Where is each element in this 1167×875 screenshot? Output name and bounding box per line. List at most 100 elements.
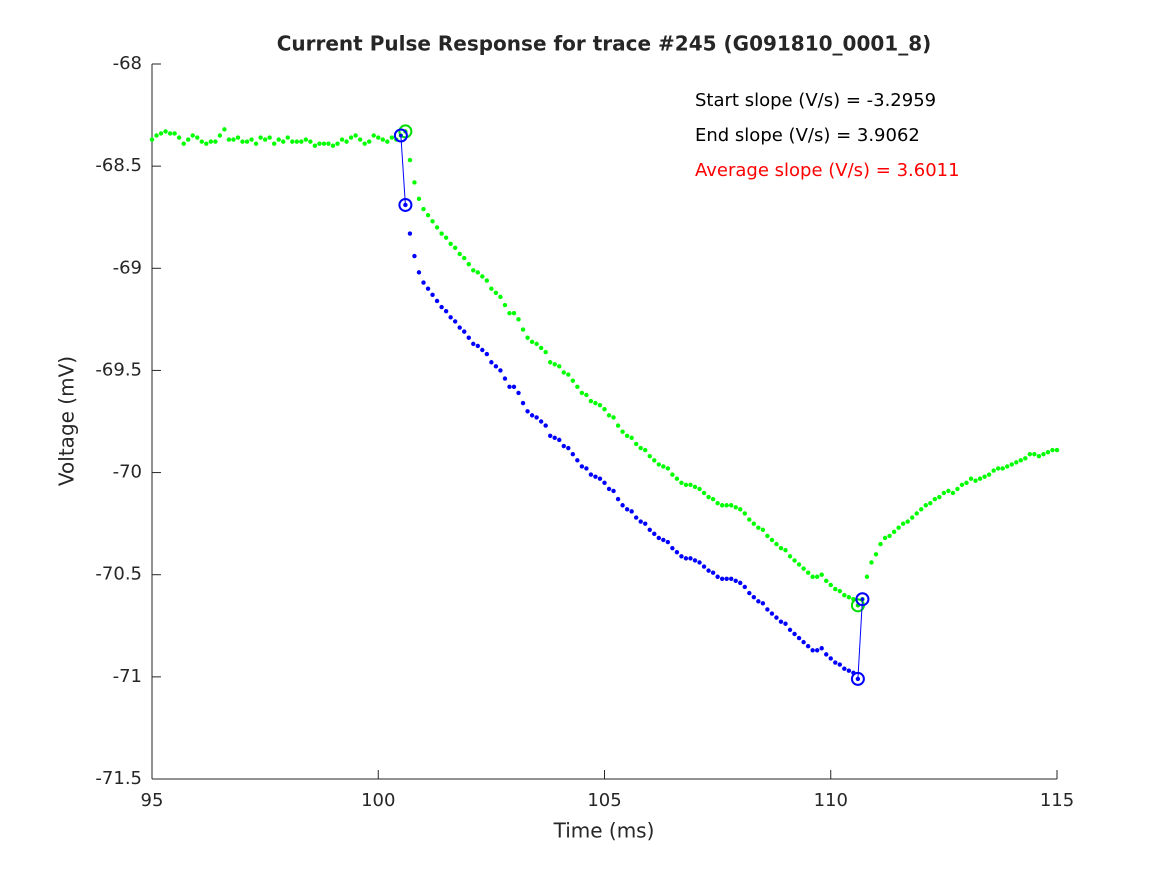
data-point [824,578,829,584]
data-point [439,304,444,310]
data-point [511,384,517,389]
data-point [452,245,458,251]
data-point [706,494,711,500]
data-point [1027,451,1033,457]
data-point [335,141,340,146]
data-point [733,505,738,510]
data-point [674,476,680,481]
data-point [498,368,503,373]
data-point [656,535,661,541]
data-point [652,531,657,537]
data-point [792,631,797,637]
data-point [629,509,634,514]
data-point [792,558,797,563]
data-point [267,135,272,140]
data-point [529,339,535,345]
data-point [529,413,535,418]
data-point [864,574,870,579]
data-point [149,137,155,142]
data-point [520,400,526,406]
data-point [475,270,480,275]
data-point [624,507,630,512]
data-point [593,400,598,406]
data-point [624,433,630,438]
data-point [204,141,209,146]
data-point [538,419,544,424]
data-point [557,364,562,369]
annotation: Average slope (V/s) = 3.6011 [695,160,960,181]
data-point [756,599,761,604]
data-point [471,268,476,273]
marker-circle [393,128,408,143]
data-point [457,325,462,330]
data-point [760,527,766,532]
data-point [652,458,657,463]
data-point [570,451,576,457]
marker-dot [860,597,865,602]
data-point [312,143,318,148]
data-point [683,482,689,488]
data-point [344,139,349,144]
data-point [986,472,992,477]
data-point [493,290,499,295]
data-point [896,525,901,530]
data-point [258,135,263,140]
data-point [928,501,933,506]
data-point [525,335,530,340]
data-point [471,341,476,347]
data-point [819,572,824,577]
data-point [317,141,322,146]
data-point [1023,456,1028,461]
data-point [534,415,539,420]
data-point [606,413,612,418]
data-point [434,225,440,230]
data-point [597,402,603,408]
data-point [692,558,698,563]
data-point [778,545,784,551]
data-point [353,133,358,138]
data-point [1000,466,1005,471]
data-point [882,535,888,541]
data-point [733,578,738,584]
data-point [991,468,996,473]
data-point [588,472,594,477]
marker-dot [399,133,403,138]
data-point [670,472,675,477]
data-point [665,539,671,545]
slope-line [400,135,406,205]
data-point [620,429,625,434]
data-point [430,219,435,224]
data-point [738,580,743,586]
data-point [950,490,956,496]
data-point [480,347,485,353]
data-point [900,521,906,526]
data-point [330,143,336,148]
data-point [321,141,327,146]
data-point [416,196,422,202]
data-point [579,390,585,396]
data-point [747,590,752,596]
data-point [1036,454,1042,459]
data-point [407,157,413,163]
data-point [430,292,435,298]
data-point [538,345,544,351]
data-point [457,251,462,257]
data-point [629,435,634,441]
data-point [285,135,290,140]
data-point [774,541,779,547]
data-point [566,445,571,451]
data-point [891,529,897,535]
x-tick-label: 105 [587,790,621,811]
data-point [729,503,734,508]
data-point [679,554,684,559]
data-point [552,435,557,441]
data-point [729,576,734,581]
data-point [557,437,562,443]
data-point [765,533,770,539]
data-point [842,592,847,598]
data-point [846,594,852,600]
y-tick-label: -69 [113,257,142,278]
data-point [389,135,395,140]
data-point [584,466,589,471]
